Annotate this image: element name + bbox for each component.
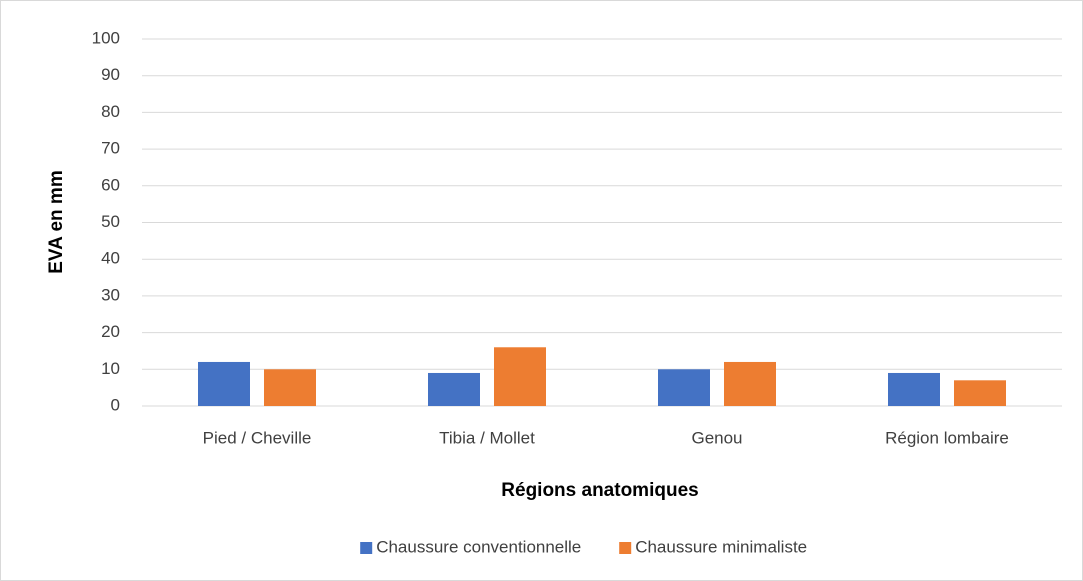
legend-swatch (619, 542, 632, 554)
x-tick-label: Région lombaire (885, 428, 1009, 447)
legend-label: Chaussure minimaliste (635, 537, 807, 556)
y-axis-title: EVA en mm (46, 170, 67, 273)
y-tick-label: 50 (101, 212, 120, 231)
bar (888, 372, 940, 406)
bar (494, 347, 546, 406)
bar (428, 372, 480, 406)
legend-swatch (360, 542, 373, 554)
bar (264, 369, 316, 406)
y-tick-label: 90 (101, 65, 120, 84)
x-tick-label: Genou (691, 428, 742, 447)
y-tick-label: 0 (111, 395, 120, 414)
x-tick-label: Pied / Cheville (203, 428, 312, 447)
x-tick-label: Tibia / Mollet (439, 428, 535, 447)
bar (658, 369, 710, 406)
y-tick-label: 70 (101, 139, 120, 158)
y-tick-label: 20 (101, 322, 120, 341)
y-tick-label: 40 (101, 249, 120, 268)
y-tick-label: 60 (101, 175, 120, 194)
y-tick-label: 10 (101, 359, 120, 378)
bar (954, 380, 1006, 406)
bar (198, 361, 250, 406)
y-tick-label: 80 (101, 102, 120, 121)
x-axis-title: Régions anatomiques (501, 480, 698, 501)
legend-label: Chaussure conventionnelle (376, 537, 581, 556)
y-tick-label: 100 (92, 28, 120, 47)
bar (724, 361, 776, 406)
y-tick-label: 30 (101, 285, 120, 304)
